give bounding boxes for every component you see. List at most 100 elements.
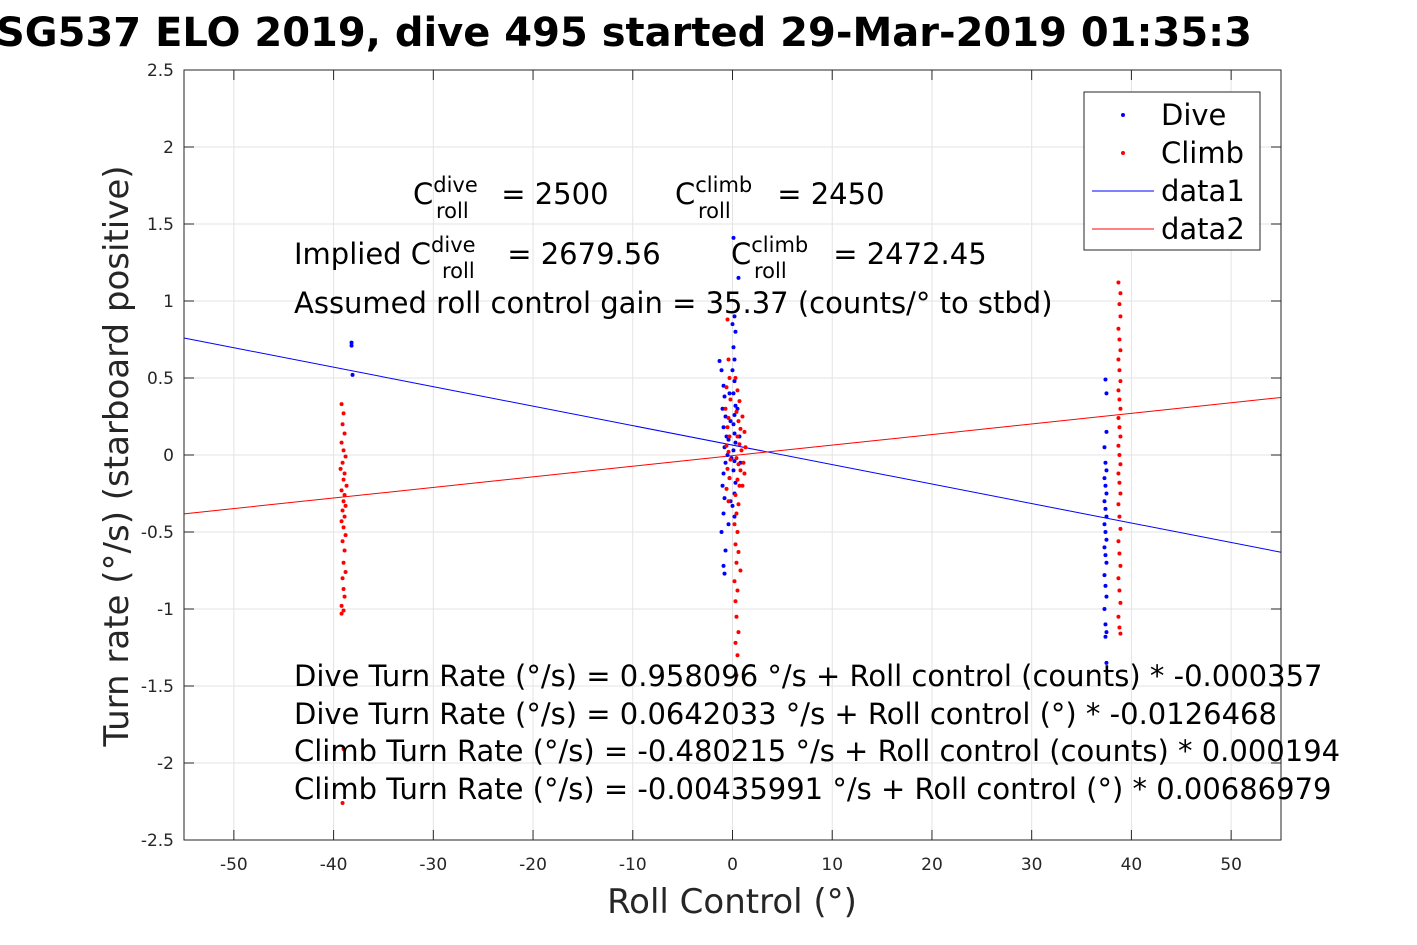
dive-point: [1102, 607, 1107, 611]
climb-point: [736, 462, 741, 467]
legend-dive-marker: [1121, 113, 1125, 117]
c-dive-sup: dive: [433, 173, 478, 197]
climb-point: [727, 476, 732, 481]
dive-point: [1104, 391, 1109, 396]
climb-point: [1116, 576, 1121, 581]
legend-data1-label: data1: [1161, 174, 1245, 208]
dive-point: [717, 359, 722, 364]
climb-point: [742, 429, 747, 434]
climb-point: [726, 416, 731, 421]
dive-point: [720, 483, 725, 488]
climb-point: [737, 399, 742, 404]
climb-point: [723, 406, 728, 411]
climb-point: [1118, 434, 1123, 439]
climb-point: [1116, 443, 1121, 448]
climb-point: [343, 570, 348, 575]
dive-point: [731, 345, 736, 350]
dive-point: [733, 329, 738, 334]
climb-point: [340, 422, 345, 427]
dive-point: [721, 471, 726, 476]
x-tick-label: 50: [1220, 855, 1242, 875]
dive-point: [730, 368, 735, 373]
y-tick-label: 1: [163, 292, 174, 312]
climb-point: [342, 548, 347, 553]
dive-point: [349, 343, 354, 348]
dive-point: [720, 406, 725, 411]
climb-point: [736, 502, 741, 507]
dive-eq-counts: Dive Turn Rate (°/s) = 0.958096 °/s + Ro…: [294, 659, 1322, 693]
roll-coefficients: Cdive roll = 2500 Cclimb roll = 2450 Impli…: [294, 173, 1053, 320]
x-tick-label: -50: [220, 855, 248, 875]
dive-point: [723, 548, 728, 553]
dive-point: [722, 571, 727, 576]
implied-climb-sub: roll: [754, 259, 787, 283]
legend-data2-label: data2: [1161, 212, 1245, 246]
dive-point: [1104, 537, 1109, 542]
dive-point: [721, 563, 726, 568]
dive-point: [731, 235, 736, 240]
c-climb-main: C: [675, 177, 695, 211]
plot-frame: [183, 69, 1282, 841]
c-dive-main: C: [413, 177, 433, 211]
dive-point: [724, 434, 729, 439]
climb-point: [339, 519, 344, 524]
y-tick-label: 2.5: [147, 61, 174, 81]
y-tick-label: 1.5: [147, 215, 174, 235]
climb-point: [1117, 514, 1122, 519]
y-tick-label: -2: [157, 754, 174, 774]
climb-point: [1118, 314, 1123, 319]
climb-point: [727, 434, 732, 439]
dive-point: [733, 480, 738, 485]
dive-point: [1102, 545, 1107, 550]
dive-point: [726, 522, 731, 527]
dive-point: [1103, 530, 1108, 534]
climb-point: [340, 801, 345, 806]
dive-point: [735, 406, 740, 411]
c-climb-sup: climb: [695, 173, 752, 197]
regression-equations: Dive Turn Rate (°/s) = 0.958096 °/s + Ro…: [294, 659, 1340, 806]
climb-point: [1118, 348, 1123, 353]
climb-point: [1118, 406, 1123, 411]
c-climb-value: = 2450: [768, 177, 885, 211]
climb-point: [1118, 291, 1123, 296]
climb-point: [343, 533, 348, 538]
dive-point: [726, 437, 731, 442]
roll-gain-note: Assumed roll control gain = 35.37 (count…: [294, 286, 1053, 320]
dive-point: [723, 460, 728, 465]
dive-point: [719, 530, 724, 534]
climb-point: [738, 426, 743, 431]
dive-point: [719, 368, 724, 373]
climb-point: [1116, 357, 1121, 362]
climb-point: [734, 614, 739, 619]
x-axis-label: Roll Control (°): [607, 882, 857, 922]
legend-dive-label: Dive: [1161, 98, 1226, 132]
dive-point: [736, 275, 741, 280]
dive-point: [1103, 483, 1108, 488]
climb-point: [1116, 614, 1121, 619]
climb-point: [1118, 491, 1123, 496]
climb-point: [734, 511, 739, 516]
climb-point: [342, 493, 347, 498]
dive-eq-degrees: Dive Turn Rate (°/s) = 0.0642033 °/s + R…: [294, 697, 1277, 731]
climb-point: [727, 376, 732, 380]
climb-point: [735, 477, 740, 482]
x-tick-label: -40: [320, 855, 348, 875]
climb-point: [728, 397, 733, 402]
dive-point: [1104, 660, 1109, 665]
climb-point: [341, 525, 346, 530]
chart-title: SG537 ELO 2019, dive 495 started 29-Mar-…: [0, 10, 1252, 56]
climb-point: [1117, 368, 1122, 373]
dive-point: [725, 453, 730, 457]
climb-point: [737, 442, 742, 447]
climb-point: [1117, 588, 1122, 593]
dive-point: [1104, 594, 1109, 599]
climb-point: [726, 449, 731, 454]
climb-point: [340, 576, 345, 581]
x-tick-label: 20: [921, 855, 943, 875]
climb-point: [740, 483, 745, 488]
climb-point: [726, 357, 731, 362]
climb-point: [725, 425, 730, 430]
climb-point: [339, 402, 344, 407]
